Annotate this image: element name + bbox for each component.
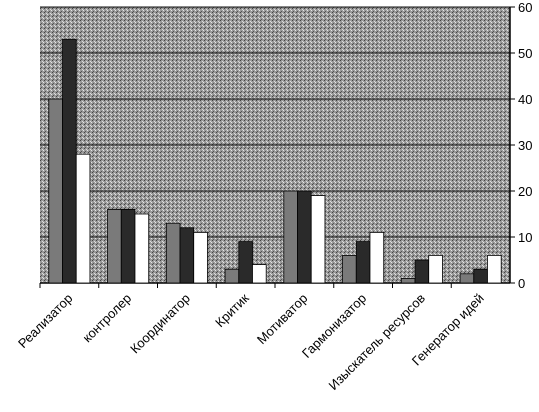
bar [459, 273, 475, 284]
bar [342, 254, 357, 284]
bar [107, 208, 122, 284]
bar [134, 213, 150, 284]
x-tick-label: Реализатор [15, 291, 76, 352]
y-tick-label: 50 [518, 46, 532, 61]
y-tick-label: 40 [518, 92, 532, 107]
bar [487, 254, 502, 284]
bar [62, 38, 77, 284]
bar [75, 153, 91, 284]
bar [355, 241, 371, 284]
bar [473, 268, 488, 284]
bar [252, 264, 267, 284]
bar [120, 208, 136, 284]
y-tick-label: 0 [518, 276, 525, 291]
bar [193, 231, 208, 284]
bar [179, 227, 195, 284]
bar [414, 259, 430, 284]
x-tick-label: Изыскатель ресурсов [325, 290, 428, 393]
x-tick-label: Критик [212, 290, 252, 330]
y-tick-label: 20 [518, 184, 532, 199]
bar [369, 231, 385, 284]
x-tick-label: Мотиватор [254, 291, 311, 348]
x-tick-label: Координатор [127, 291, 193, 357]
bar [283, 190, 298, 284]
bar [297, 190, 312, 284]
y-tick-label: 30 [518, 138, 532, 153]
bar [310, 195, 326, 284]
y-tick-label: 10 [518, 230, 532, 245]
bar [428, 254, 443, 284]
bar [238, 241, 253, 284]
bar [48, 98, 63, 284]
x-tick-label: контролер [80, 291, 135, 346]
bar [165, 222, 181, 284]
bar [400, 277, 416, 284]
y-tick-label: 60 [518, 0, 532, 15]
bar [224, 268, 240, 284]
